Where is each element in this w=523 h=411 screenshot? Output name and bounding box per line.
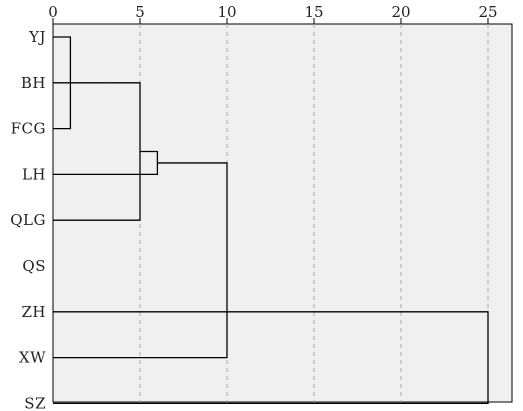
leaf-label-lh: LH (22, 165, 46, 183)
leaf-label-sz: SZ (24, 394, 46, 411)
x-tick-label-5: 5 (135, 3, 145, 21)
dendrogram-links (53, 36, 489, 405)
leaf-labels: YJ BH FCG LH QLG QS ZH XW SZ (10, 28, 46, 411)
leaf-label-qs: QS (22, 257, 46, 275)
x-tick-label-25: 25 (478, 3, 497, 21)
leaf-label-zh: ZH (21, 303, 46, 321)
merge-link-5 (53, 162, 228, 359)
leaf-label-fcg: FCG (11, 120, 46, 138)
merge-link-6 (53, 311, 489, 405)
leaf-label-bh: BH (21, 74, 46, 92)
x-tick-label-0: 0 (48, 3, 58, 21)
plot-area (52, 23, 513, 403)
leaf-label-yj: YJ (28, 28, 46, 46)
x-tick-label-10: 10 (217, 3, 236, 21)
x-axis-ticks: 0 5 10 15 20 25 (48, 3, 498, 24)
leaf-label-qlg: QLG (10, 211, 46, 229)
x-tick-label-20: 20 (391, 3, 410, 21)
x-tick-label-15: 15 (304, 3, 323, 21)
leaf-label-xw: XW (19, 349, 46, 367)
